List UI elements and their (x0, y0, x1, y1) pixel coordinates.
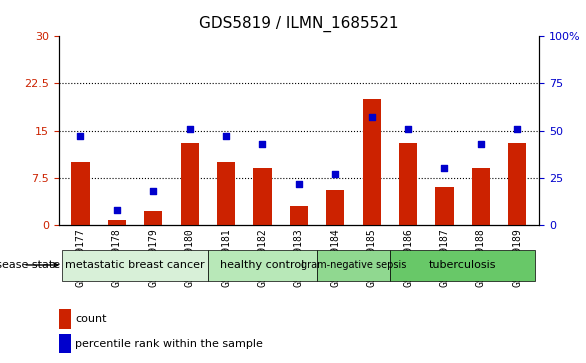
Point (258, 141, 267, 147)
FancyBboxPatch shape (208, 250, 317, 281)
Bar (435, 187, 454, 225)
Point (222, 134, 231, 139)
Text: gram-negative sepsis: gram-negative sepsis (301, 260, 406, 270)
Bar (363, 99, 381, 225)
Point (513, 126, 522, 132)
Point (331, 171, 340, 177)
Point (112, 207, 121, 213)
FancyBboxPatch shape (62, 250, 208, 281)
Bar (399, 143, 417, 225)
Bar (253, 168, 271, 225)
Point (294, 181, 304, 187)
Bar (144, 211, 162, 225)
FancyBboxPatch shape (317, 250, 390, 281)
Bar (508, 143, 526, 225)
FancyBboxPatch shape (390, 250, 536, 281)
Text: healthy control: healthy control (220, 260, 305, 270)
Point (76, 134, 85, 139)
Text: percentile rank within the sample: percentile rank within the sample (76, 339, 263, 349)
Bar (180, 143, 199, 225)
Title: GDS5819 / ILMN_1685521: GDS5819 / ILMN_1685521 (199, 16, 398, 32)
Bar (326, 191, 345, 225)
Point (185, 126, 195, 132)
Text: tuberculosis: tuberculosis (429, 260, 496, 270)
Text: metastatic breast cancer: metastatic breast cancer (65, 260, 205, 270)
Point (367, 115, 376, 121)
Bar (217, 162, 235, 225)
Text: count: count (76, 314, 107, 324)
Bar (108, 220, 126, 225)
Bar (472, 168, 490, 225)
Bar (59, 334, 70, 353)
Point (149, 188, 158, 194)
Bar (289, 206, 308, 225)
Point (440, 166, 449, 171)
Point (403, 126, 413, 132)
Text: disease state: disease state (0, 260, 60, 270)
Point (476, 141, 486, 147)
Bar (71, 162, 90, 225)
Bar (59, 309, 70, 329)
